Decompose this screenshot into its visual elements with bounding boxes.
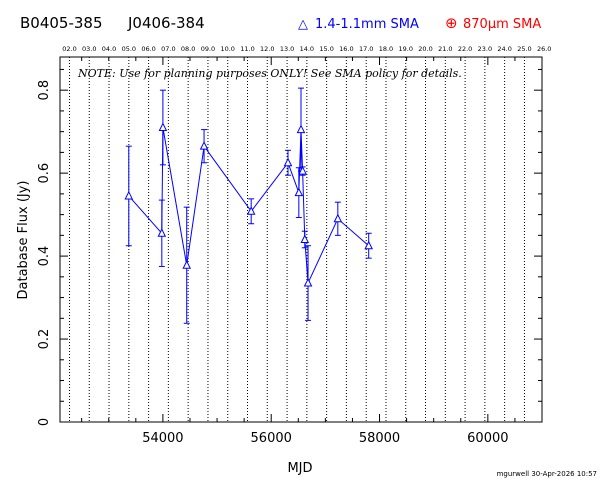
top-year-label: 07.0 [161,45,175,53]
legend-red-pre: 870 [463,17,488,32]
top-year-label: 09.0 [201,45,215,53]
x-tick-label: 54000 [142,431,183,446]
data-point [158,122,168,132]
series-line [128,127,370,286]
top-year-label: 19.0 [398,45,412,53]
data-point [124,190,134,200]
legend-red-label: 870μm SMA [463,17,541,32]
data-point [364,240,374,250]
data-point [199,141,209,150]
top-year-label: 18.0 [379,45,393,53]
x-axis-title: MJD [287,461,312,476]
data-point [300,234,310,243]
x-axis: 54000 56000 58000 60000 [81,57,516,446]
top-year-label: 11.0 [240,45,254,53]
top-year-label: 16.0 [339,45,353,53]
data-point [296,124,306,134]
plot-frame [59,56,543,423]
top-year-label: 05.0 [122,45,136,53]
x-tick-label: 58000 [359,431,400,446]
top-year-label: 12.0 [260,45,274,53]
top-year-label: 03.0 [82,45,96,53]
top-year-label: 10.0 [220,45,234,53]
x-tick-label: 56000 [251,431,292,446]
y-axis: 0 0.2 0.4 0.6 0.8 [37,68,542,426]
y-tick-label: 0 [37,418,52,426]
year-lines [68,57,525,422]
alt-source-name: J0406-384 [127,14,205,32]
top-year-label: 04.0 [102,45,116,53]
source-name: B0405-385 [20,14,103,32]
series-layer [124,87,374,324]
x-tick-label: 60000 [467,431,508,446]
legend-blue-label: 1.4-1.1mm SMA [315,17,419,32]
top-year-label: 06.0 [141,45,155,53]
legend-red-post: m SMA [496,17,541,32]
y-tick-label: 0.2 [37,329,52,350]
top-year-label: 20.0 [418,45,432,53]
top-year-label: 25.0 [517,45,531,53]
y-tick-label: 0.6 [37,163,52,184]
data-point [294,187,304,197]
top-year-label: 15.0 [319,45,333,53]
data-point [283,157,293,167]
top-year-label: 21.0 [438,45,452,53]
y-tick-label: 0.4 [37,246,52,267]
top-year-label: 17.0 [359,45,373,53]
y-axis-title: Database Flux (Jy) [16,181,31,300]
data-point [333,213,343,223]
legend-red-mu: μ [488,17,496,32]
top-year-label: 14.0 [300,45,314,53]
top-year-label: 23.0 [478,45,492,53]
legend-red-symbol: ⊕ [445,14,458,32]
top-axis: 02.0 03.0 04.0 05.0 06.0 07.0 08.0 09.0 10.0 11.0… [62,45,551,53]
data-point [298,165,307,175]
planning-note: NOTE: Use for planning purposes ONLY! Se… [77,67,462,80]
y-tick-label: 0.8 [37,80,52,101]
top-year-label: 22.0 [458,45,472,53]
top-year-label: 26.0 [537,45,551,53]
data-point [246,206,256,215]
top-year-label: 24.0 [497,45,511,53]
data-point [182,260,192,269]
footer-credit: mgurwell 30-Apr-2026 10:57 [497,470,597,478]
data-point [157,228,167,237]
top-year-label: 08.0 [181,45,195,53]
top-year-label: 13.0 [280,45,294,53]
data-point [303,277,313,287]
legend-blue-symbol: △ [298,17,308,32]
top-year-label: 02.0 [62,45,76,53]
